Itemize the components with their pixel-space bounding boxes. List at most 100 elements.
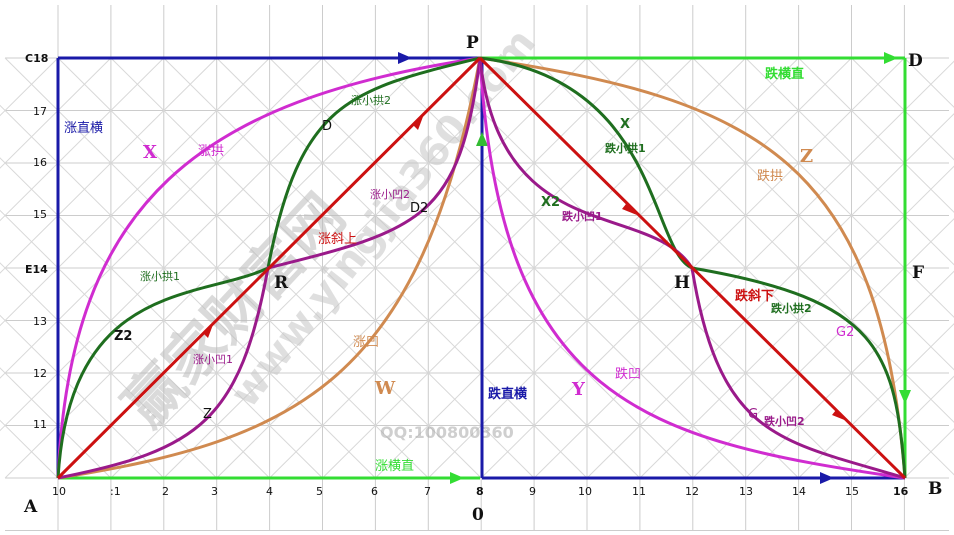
point-d: D xyxy=(908,51,923,71)
label-fall-small-concave1: 跌小凹1 xyxy=(562,209,603,223)
label-d-small: D xyxy=(322,119,332,134)
tick-left-13: 13 xyxy=(33,315,47,328)
tick-bottom-14: 14 xyxy=(792,485,806,498)
grid-diag xyxy=(110,57,535,479)
arrow-head-top-right xyxy=(884,52,898,64)
left-axis-ticks: C18 17 16 15 E14 13 12 11 xyxy=(25,52,48,431)
point-p: P xyxy=(466,33,479,53)
arrow-head-bottom-right xyxy=(820,472,834,484)
grid-diag xyxy=(745,57,954,266)
tick-bottom-12: 12 xyxy=(685,485,699,498)
bottom-axis-ticks: 10 :1 2 3 4 5 6 7 8 9 10 11 12 13 14 15 … xyxy=(52,485,909,498)
point-labels: A B P D F 0 R H xyxy=(23,33,942,525)
grid-diag xyxy=(745,270,954,479)
watermark-qq: QQ:100800360 xyxy=(380,423,514,442)
grid-diag xyxy=(4,57,429,479)
label-rise-small-concave2: 涨小凹2 xyxy=(370,188,410,201)
arrow-head-bottom-left xyxy=(450,472,464,484)
tick-bottom-3: 3 xyxy=(211,485,218,498)
label-g: G xyxy=(748,407,758,422)
grid-diag xyxy=(798,323,954,479)
label-rise-concave: 涨凹 xyxy=(353,335,379,350)
line-labels: 涨直横 涨横直 跌横直 跌直横 涨拱 跌拱 涨凹 跌凹 涨斜上 跌斜下 涨小拱1… xyxy=(64,66,854,474)
label-rise-horizontal-vertical: 涨横直 xyxy=(375,459,414,474)
tick-left-16: 16 xyxy=(33,156,47,169)
label-z-left: Z xyxy=(203,407,212,422)
label-z-right: Z xyxy=(800,146,813,167)
label-fall-slant: 跌斜下 xyxy=(735,288,774,304)
label-x-left: X xyxy=(143,142,157,163)
tick-left-e14: E14 xyxy=(25,263,48,276)
tick-left-15: 15 xyxy=(33,208,47,221)
arrow-head-top-left xyxy=(398,52,412,64)
frame-lines xyxy=(56,52,911,484)
grid-diag xyxy=(427,57,852,479)
point-o: 0 xyxy=(472,505,484,525)
label-w: W xyxy=(374,378,396,399)
tick-bottom-4: 4 xyxy=(266,485,273,498)
grid-diag xyxy=(322,57,747,479)
label-rise-slant: 涨斜上 xyxy=(318,232,357,247)
grid-diag xyxy=(0,367,112,479)
tick-left-17: 17 xyxy=(33,105,47,118)
arrow-fall-slant-1 xyxy=(622,204,637,215)
grid-diag xyxy=(586,57,954,423)
label-fall-horizontal-vertical: 跌横直 xyxy=(765,66,804,82)
tick-left-12: 12 xyxy=(33,367,47,380)
tick-bottom-11: 11 xyxy=(632,485,646,498)
curve-rise-concave xyxy=(57,57,482,480)
grid-diag xyxy=(851,57,954,161)
grid-diag xyxy=(798,57,954,213)
grid-diag xyxy=(0,262,218,479)
label-rise-small-concave1: 涨小凹1 xyxy=(193,353,233,366)
label-fall-small-arch1: 跌小拱1 xyxy=(605,141,646,155)
grid-diag xyxy=(0,314,165,479)
point-r: R xyxy=(274,273,289,293)
tick-bottom-13: 13 xyxy=(739,485,753,498)
label-fall-concave: 跌凹 xyxy=(615,366,641,382)
grid-diag xyxy=(216,57,641,479)
label-fall-small-arch2: 跌小拱2 xyxy=(771,301,812,315)
label-y: Y xyxy=(571,379,586,400)
point-h: H xyxy=(674,273,690,293)
grid-diag xyxy=(639,57,954,371)
grid-diag xyxy=(163,57,588,479)
tick-bottom-5: 5 xyxy=(316,485,323,498)
grid-diag xyxy=(851,375,954,479)
tick-bottom-16: 16 xyxy=(893,485,909,498)
tick-bottom-10: 10 xyxy=(578,485,592,498)
arrow-rise-slant-1 xyxy=(203,322,214,338)
arrow-rise-slant-2 xyxy=(413,114,424,130)
label-fall-small-concave2: 跌小凹2 xyxy=(764,414,805,428)
label-x-right: X xyxy=(620,117,630,132)
label-fall-arch: 跌拱 xyxy=(757,168,783,184)
label-rise-small-arch1: 涨小拱1 xyxy=(140,269,180,283)
label-rise-small-arch2: 涨小拱2 xyxy=(351,93,391,107)
label-z2: Z2 xyxy=(114,329,132,344)
curves xyxy=(56,56,907,480)
point-b: B xyxy=(928,479,942,499)
arrow-fall-slant-2 xyxy=(832,410,847,421)
grid-diag xyxy=(375,57,799,479)
label-x2: X2 xyxy=(541,195,560,210)
tick-bottom-9: 9 xyxy=(529,485,536,498)
watermark-url: www.yingjia360.com xyxy=(222,20,545,416)
label-fall-vertical-horizontal: 跌直横 xyxy=(488,386,528,402)
curve-rise-slant xyxy=(56,56,482,480)
point-f: F xyxy=(912,263,924,283)
grid-diag xyxy=(0,157,323,479)
label-rise-vertical-horizontal: 涨直横 xyxy=(64,121,103,136)
curve-fall-slant xyxy=(478,56,907,480)
label-rise-arch: 涨拱 xyxy=(198,144,224,159)
point-a: A xyxy=(23,497,38,517)
tick-bottom-6: 6 xyxy=(371,485,378,498)
arrow-head-center-up xyxy=(476,132,488,146)
curve-fall-arch xyxy=(479,56,907,479)
tick-left-11: 11 xyxy=(33,418,47,431)
grid-diag xyxy=(0,57,112,169)
grid-diag xyxy=(0,57,165,222)
tick-bottom-1: :1 xyxy=(110,485,121,498)
curve-rise-arch xyxy=(56,56,481,479)
